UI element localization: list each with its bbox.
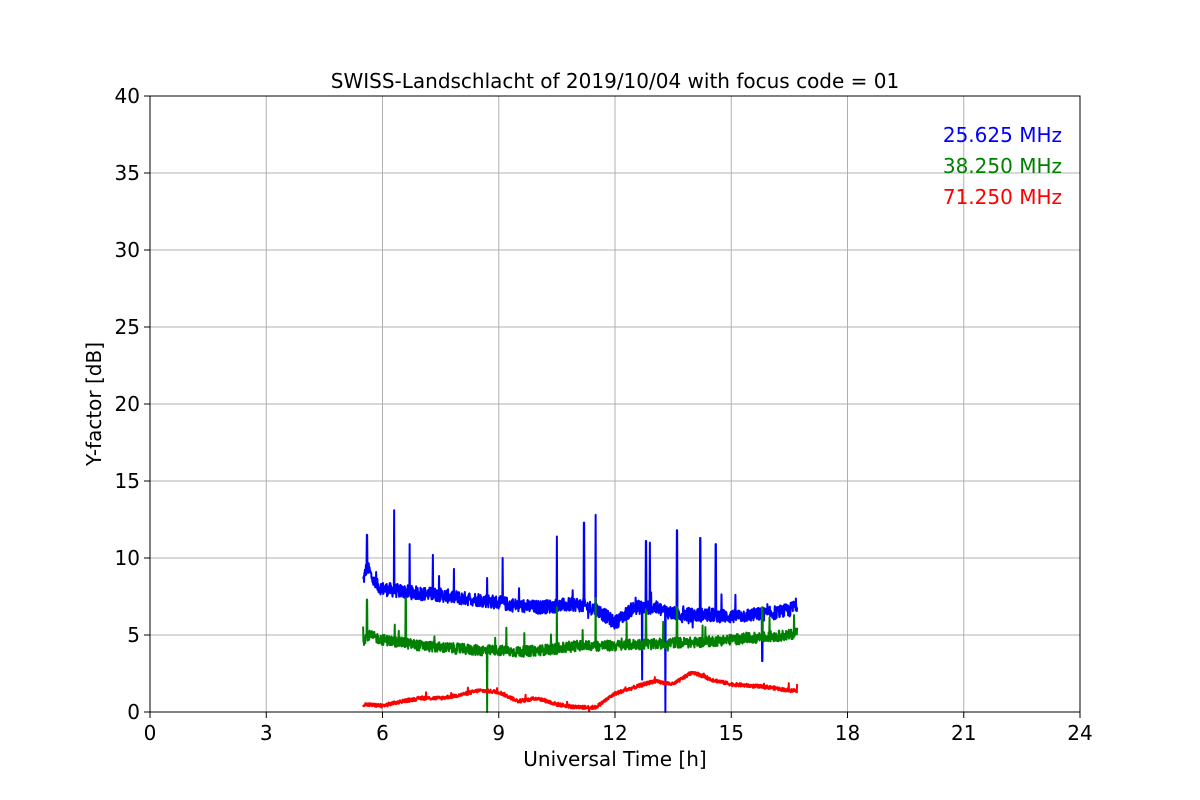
y-tick-label: 5 [127,623,140,647]
x-tick-label: 12 [602,721,627,745]
x-tick-label: 15 [719,721,744,745]
legend: 25.625 MHz 38.250 MHz 71.250 MHz [943,123,1062,209]
legend-entry: 38.250 MHz [943,154,1062,178]
x-tick-label: 3 [260,721,273,745]
y-tick-label: 20 [115,392,140,416]
x-tick-label: 18 [835,721,860,745]
legend-entry: 71.250 MHz [943,185,1062,209]
legend-entry: 25.625 MHz [943,123,1062,147]
y-tick-label: 40 [115,84,140,108]
y-tick-label: 30 [115,238,140,262]
y-tick-label: 0 [127,700,140,724]
x-tick-label: 21 [951,721,976,745]
y-tick-label: 15 [115,469,140,493]
series-line-71-250-mhz [362,670,799,713]
x-axis-label: Universal Time [h] [523,747,706,771]
y-tick-label: 25 [115,315,140,339]
y-tick-label: 35 [115,161,140,185]
series-line-38-250-mhz [362,597,799,713]
x-tick-label: 0 [144,721,157,745]
x-tick-label: 9 [492,721,505,745]
x-tick-label: 6 [376,721,389,745]
y-tick-label: 10 [115,546,140,570]
y-axis-label: Y-factor [dB] [82,342,106,467]
x-tick-label: 24 [1067,721,1092,745]
axis-ticks: 0 3 6 9 12 15 18 21 24 0 5 10 15 20 25 30 35 40 [115,84,1093,745]
chart-title: SWISS-Landschlacht of 2019/10/04 with fo… [331,69,899,93]
series-layer [362,509,799,713]
series-line-25-625-mhz [362,509,799,713]
